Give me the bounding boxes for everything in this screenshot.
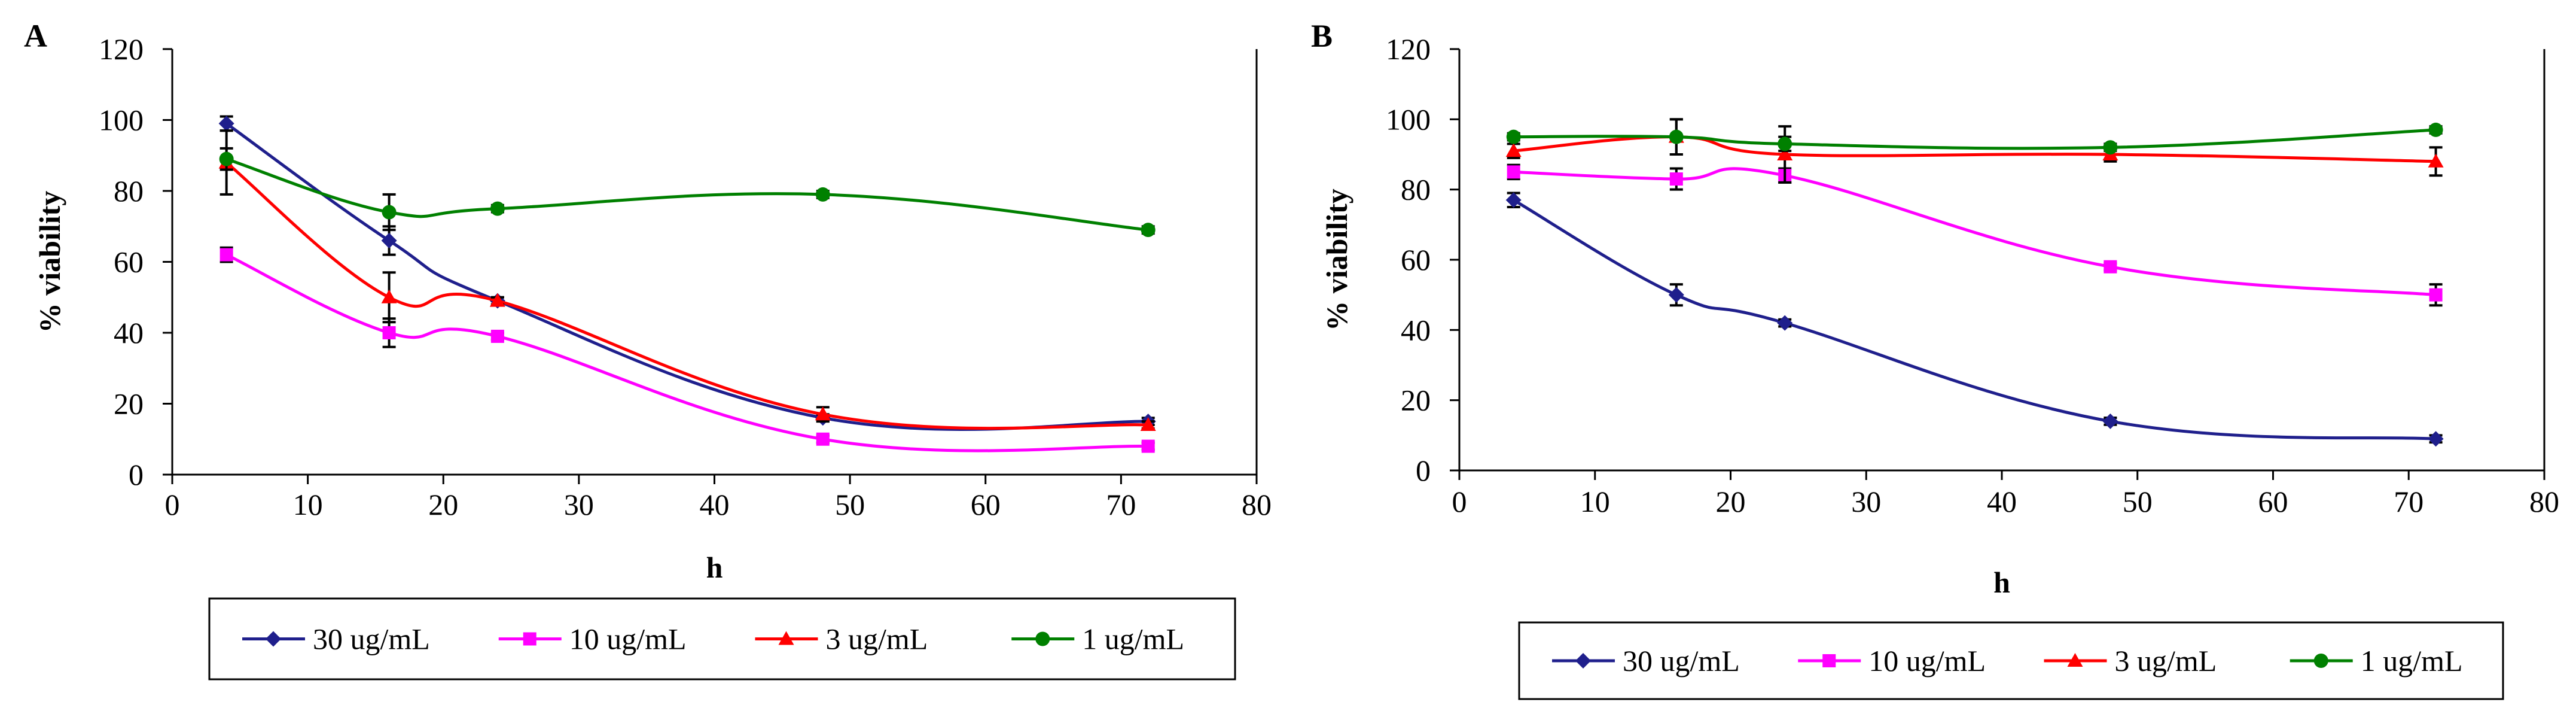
legend-marker-3-ug-ml-a (778, 631, 794, 645)
legend-label-30-ug-ml-a: 30 ug/mL (313, 622, 430, 656)
y-tick-label-b: 20 (1401, 384, 1431, 417)
series-line-10-ug-ml-b (1513, 167, 2436, 297)
data-point-30-ug-ml-b (1777, 315, 1793, 331)
legend-marker-10-ug-ml-a (523, 632, 536, 646)
data-point-1-ug-ml-a (219, 151, 234, 166)
y-tick-label-b: 80 (1401, 173, 1431, 206)
data-point-10-ug-ml-a (382, 326, 396, 339)
series-line-1-ug-ml-b (1513, 128, 2436, 150)
legend-label-10-ug-ml-a: 10 ug/mL (569, 622, 687, 656)
data-point-30-ug-ml-b (1668, 287, 1684, 303)
y-tick-label-b: 120 (1386, 32, 1431, 66)
chart-panel-a: A 0 20 40 60 80 100 120 0 10 20 30 40 50 60 70 80 h % via… (24, 18, 1272, 680)
x-tick-label-b: 70 (2394, 485, 2423, 518)
x-tick-label-b: 80 (2529, 485, 2559, 518)
y-tick-label-a: 40 (114, 316, 144, 350)
series-line-30-ug-ml-a (225, 122, 1148, 431)
y-axis-label-b: % viability (1320, 189, 1353, 331)
data-point-1-ug-ml-b (1669, 129, 1684, 144)
y-tick-label-a: 60 (114, 245, 144, 279)
y-tick-label-b: 40 (1401, 313, 1431, 347)
legend-marker-1-ug-ml-a (1035, 631, 1050, 646)
data-point-30-ug-ml-a (218, 116, 234, 132)
x-tick-label-a: 80 (1242, 488, 1272, 521)
data-point-3-ug-ml-a (489, 293, 505, 307)
data-point-30-ug-ml-b (2102, 413, 2118, 429)
legend-label-3-ug-ml-b: 3 ug/mL (2115, 644, 2217, 678)
data-point-10-ug-ml-a (816, 432, 830, 446)
x-tick-label-a: 20 (428, 488, 458, 521)
data-point-30-ug-ml-b (2428, 431, 2444, 447)
x-tick-label-b: 40 (1987, 485, 2017, 518)
x-tick-label-a: 30 (564, 488, 594, 521)
data-point-1-ug-ml-a (815, 187, 830, 202)
data-point-1-ug-ml-b (2428, 122, 2443, 137)
data-point-10-ug-ml-a (220, 248, 233, 262)
data-point-10-ug-ml-b (2104, 260, 2117, 274)
data-point-10-ug-ml-b (1669, 172, 1683, 186)
x-tick-label-a: 40 (700, 488, 730, 521)
series-line-10-ug-ml-a (225, 253, 1148, 452)
data-point-3-ug-ml-b (2428, 153, 2444, 168)
legend-label-10-ug-ml-b: 10 ug/mL (1868, 644, 1986, 678)
x-tick-label-a: 70 (1106, 488, 1136, 521)
y-tick-label-b: 100 (1386, 102, 1431, 136)
x-tick-label-b: 50 (2123, 485, 2153, 518)
legend-label-30-ug-ml-b: 30 ug/mL (1623, 644, 1740, 678)
panel-label-a: A (24, 18, 47, 54)
data-point-1-ug-ml-a (1141, 223, 1156, 238)
legend-marker-3-ug-ml-b (2067, 653, 2083, 667)
x-tick-label-b: 0 (1452, 485, 1467, 518)
y-tick-label-a: 20 (114, 387, 144, 421)
data-point-1-ug-ml-b (2103, 140, 2118, 155)
x-tick-label-a: 10 (293, 488, 323, 521)
legend-label-1-ug-ml-a: 1 ug/mL (1082, 622, 1184, 656)
y-axis-label-a: % viability (33, 191, 66, 333)
x-tick-label-a: 60 (971, 488, 1001, 521)
series-line-1-ug-ml-a (225, 157, 1148, 232)
data-point-1-ug-ml-a (382, 205, 397, 220)
legend-marker-30-ug-ml-a (266, 631, 281, 647)
data-point-3-ug-ml-a (815, 406, 831, 421)
legend-marker-1-ug-ml-b (2313, 654, 2328, 668)
y-tick-label-a: 0 (129, 458, 144, 491)
x-tick-label-a: 0 (165, 488, 180, 521)
x-axis-label-a: h (706, 551, 723, 584)
data-point-10-ug-ml-b (2429, 288, 2443, 302)
data-point-3-ug-ml-b (1777, 147, 1793, 160)
y-tick-label-a: 120 (99, 32, 144, 66)
y-tick-label-b: 0 (1416, 454, 1431, 487)
data-point-30-ug-ml-b (1505, 192, 1522, 208)
y-tick-label-a: 100 (99, 104, 144, 137)
x-tick-label-b: 30 (1851, 485, 1881, 518)
x-tick-label-b: 60 (2258, 485, 2288, 518)
series-line-3-ug-ml-a (225, 161, 1148, 430)
x-tick-label-a: 50 (835, 488, 865, 521)
x-tick-label-b: 20 (1716, 485, 1746, 518)
y-tick-label-b: 60 (1401, 243, 1431, 277)
x-axis-label-b: h (1993, 566, 2010, 599)
legend-label-1-ug-ml-b: 1 ug/mL (2361, 644, 2463, 678)
data-point-3-ug-ml-a (1140, 417, 1156, 432)
data-point-3-ug-ml-a (381, 289, 397, 303)
data-point-1-ug-ml-b (1506, 129, 1521, 144)
data-point-30-ug-ml-a (381, 232, 397, 248)
panel-label-b: B (1311, 18, 1333, 54)
legend-marker-30-ug-ml-b (1575, 653, 1591, 669)
series-line-30-ug-ml-b (1513, 199, 2436, 440)
data-point-1-ug-ml-a (490, 201, 505, 216)
data-point-10-ug-ml-a (1141, 439, 1155, 453)
chart-panel-b: B 0 20 40 60 80 100 120 0 10 20 30 40 50 60 70 80 h % via… (1311, 18, 2559, 700)
data-point-10-ug-ml-b (1507, 165, 1520, 179)
y-tick-label-a: 80 (114, 174, 144, 208)
legend-marker-10-ug-ml-b (1822, 654, 1836, 667)
x-tick-label-b: 10 (1580, 485, 1610, 518)
data-point-3-ug-ml-b (1505, 143, 1522, 157)
data-point-10-ug-ml-a (490, 329, 504, 343)
data-point-1-ug-ml-b (1778, 136, 1792, 151)
legend-label-3-ug-ml-a: 3 ug/mL (826, 622, 928, 656)
